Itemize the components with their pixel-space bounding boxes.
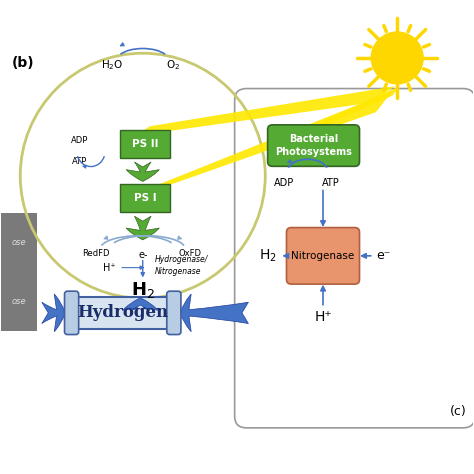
Text: PS I: PS I <box>134 193 156 203</box>
Text: (b): (b) <box>11 55 34 70</box>
FancyBboxPatch shape <box>120 129 170 158</box>
Text: H$_2$O: H$_2$O <box>101 58 123 72</box>
FancyBboxPatch shape <box>72 297 173 329</box>
Polygon shape <box>317 86 400 128</box>
FancyBboxPatch shape <box>167 291 181 335</box>
FancyBboxPatch shape <box>268 125 359 166</box>
FancyBboxPatch shape <box>286 228 359 284</box>
FancyBboxPatch shape <box>235 89 474 428</box>
Text: Hydrogen: Hydrogen <box>77 304 168 321</box>
Text: Nitrogenase: Nitrogenase <box>292 251 355 261</box>
Text: ATP: ATP <box>322 178 340 188</box>
Text: ATP: ATP <box>72 157 87 166</box>
FancyBboxPatch shape <box>64 291 79 335</box>
Text: ADP: ADP <box>274 178 294 188</box>
Text: Hydrogenase/
Nitrogenase: Hydrogenase/ Nitrogenase <box>155 255 208 276</box>
Text: H⁺: H⁺ <box>314 310 332 324</box>
FancyBboxPatch shape <box>1 213 36 331</box>
Text: e-: e- <box>138 250 147 260</box>
Text: ose: ose <box>12 297 27 306</box>
Text: Bacterial
Photosystems: Bacterial Photosystems <box>275 135 352 157</box>
FancyBboxPatch shape <box>120 184 170 212</box>
Text: H$_2$: H$_2$ <box>131 280 155 300</box>
Text: ose: ose <box>12 238 27 247</box>
Text: RedFD: RedFD <box>82 249 109 258</box>
Circle shape <box>371 32 423 84</box>
Text: H⁺: H⁺ <box>103 263 116 273</box>
Text: ADP: ADP <box>71 136 88 145</box>
Text: O$_2$: O$_2$ <box>166 58 181 72</box>
Text: PS II: PS II <box>132 139 158 149</box>
Text: OxFD: OxFD <box>178 249 201 258</box>
Polygon shape <box>136 91 392 197</box>
Text: (c): (c) <box>450 405 467 418</box>
Text: H$_2$: H$_2$ <box>259 247 276 264</box>
Polygon shape <box>136 86 395 136</box>
Text: e⁻: e⁻ <box>376 249 390 262</box>
